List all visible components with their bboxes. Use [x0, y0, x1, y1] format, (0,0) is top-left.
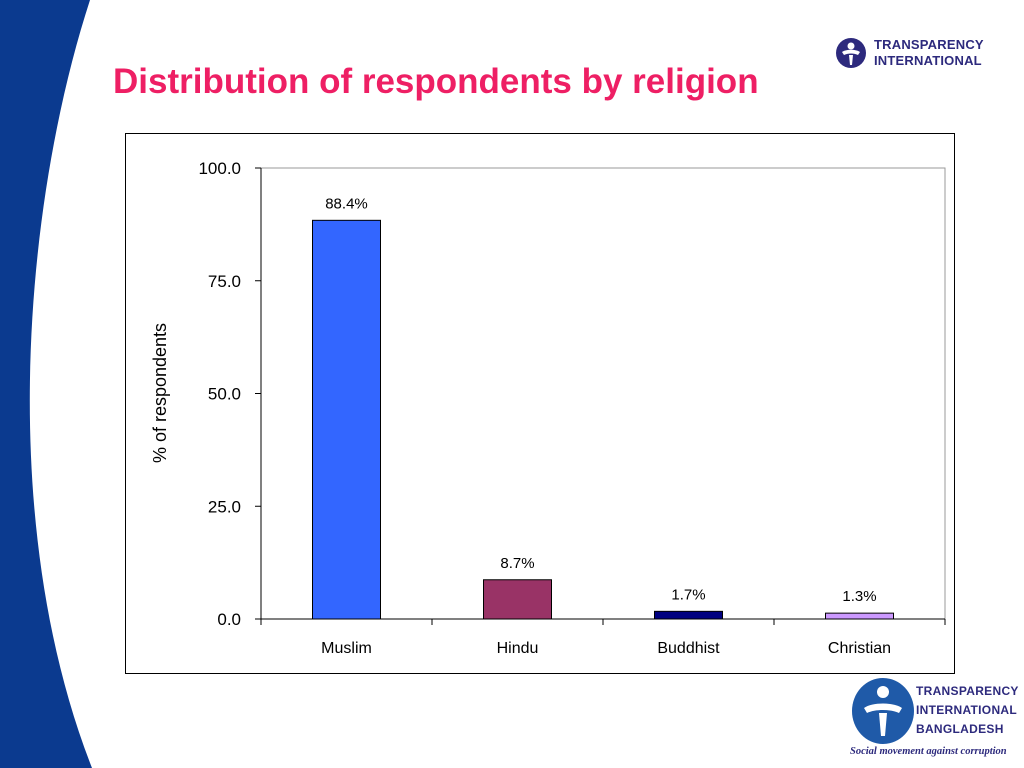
logo-line-1: TRANSPARENCY	[874, 37, 984, 52]
logo-line-2: INTERNATIONAL	[874, 53, 982, 68]
data-label-buddhist: 1.7%	[671, 586, 705, 603]
category-label-buddhist: Buddhist	[657, 640, 720, 657]
x-axis-ticks	[260, 619, 946, 625]
bar-buddhist	[654, 610, 723, 620]
data-label-muslim: 88.4%	[325, 195, 368, 212]
side-decoration-band	[0, 0, 92, 768]
bar-muslim	[312, 219, 381, 620]
y-tick-label: 25.0	[208, 497, 241, 516]
transparency-international-logo: TRANSPARENCY INTERNATIONAL	[834, 34, 1004, 74]
y-axis-label: % of respondents	[150, 323, 170, 463]
category-labels: Muslim Hindu Buddhist Christian	[321, 640, 891, 657]
ti-bangladesh-emblem-icon	[852, 678, 914, 744]
logo-tagline: Social movement against corruption	[850, 746, 1007, 757]
category-label-hindu: Hindu	[497, 640, 539, 657]
bar-hindu	[483, 579, 552, 620]
logo-bottom-line-2: INTERNATIONAL	[916, 703, 1018, 717]
y-tick-label: 100.0	[198, 159, 241, 178]
logo-bottom-line-3: BANGLADESH	[916, 722, 1004, 736]
category-label-muslim: Muslim	[321, 640, 372, 657]
bars	[312, 219, 894, 620]
slide-title: Distribution of respondents by religion	[113, 62, 759, 101]
bar-chart: 0.0 25.0 50.0 75.0 100.0 88.4% 8.7% 1.7% 1.3% M…	[150, 159, 946, 657]
bar-data-labels: 88.4% 8.7% 1.7% 1.3%	[325, 195, 876, 605]
ti-bangladesh-logo: TRANSPARENCY INTERNATIONAL BANGLADESH So…	[846, 674, 1024, 768]
y-tick-label: 75.0	[208, 272, 241, 291]
data-label-christian: 1.3%	[842, 588, 876, 605]
logo-bottom-line-1: TRANSPARENCY	[916, 684, 1019, 698]
y-tick-label: 0.0	[217, 610, 241, 629]
category-label-christian: Christian	[828, 640, 891, 657]
data-label-hindu: 8.7%	[500, 555, 534, 572]
ti-globe-icon	[836, 38, 866, 68]
bar-christian	[825, 612, 894, 620]
chart-frame: 0.0 25.0 50.0 75.0 100.0 88.4% 8.7% 1.7% 1.3% M…	[125, 133, 955, 674]
y-axis-ticks: 0.0 25.0 50.0 75.0 100.0	[198, 159, 261, 629]
y-tick-label: 50.0	[208, 385, 241, 404]
